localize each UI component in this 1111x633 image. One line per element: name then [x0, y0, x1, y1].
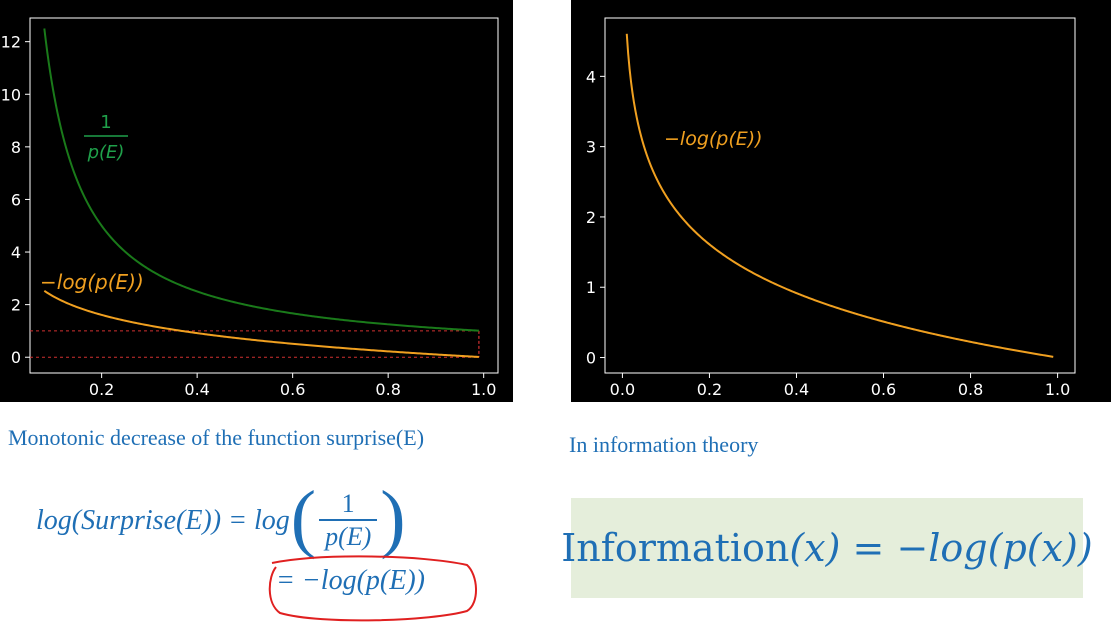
neglog-label-right: −log(p(E)) [664, 128, 763, 150]
left-annotations: 1 p(E) −log(p(E)) [40, 112, 144, 294]
right-xtick-label: 0.4 [784, 380, 809, 399]
reciprocal-numerator: 1 [100, 112, 111, 133]
right-ytick-label: 4 [586, 67, 596, 86]
left-xtick-label: 0.4 [184, 380, 209, 399]
left-xtick-label: 0.8 [375, 380, 400, 399]
right-chart-panel: 0.0 0.2 0.4 0.6 0.8 1.0 0 1 2 3 4 −log(p(E)) [571, 0, 1111, 402]
left-plot-frame [29, 17, 499, 374]
left-paren: ( [290, 476, 317, 560]
right-series-line-0 [625, 33, 1054, 358]
right-ytick-label: 3 [586, 138, 596, 157]
right-chart: 0.0 0.2 0.4 0.6 0.8 1.0 0 1 2 3 4 −log(p(E)) [586, 17, 1076, 399]
left-caption: Monotonic decrease of the function surpr… [8, 425, 425, 450]
left-series-line-0 [43, 28, 479, 332]
right-paren: ) [380, 476, 406, 560]
left-ytick-label: 0 [11, 348, 21, 367]
left-ytick-label: 4 [11, 243, 21, 262]
right-xtick-label: 1.0 [1045, 380, 1070, 399]
right-caption: In information theory [569, 432, 759, 457]
surprise-fraction: 1 p(E) [319, 489, 378, 553]
right-plot-frame [604, 17, 1076, 374]
left-chart: 0.2 0.4 0.6 0.8 1.0 0 2 4 6 8 10 12 1 p(E) −log(p(E… [1, 17, 499, 399]
right-xtick-label: 0.6 [871, 380, 896, 399]
right-ytick-label: 2 [586, 208, 596, 227]
left-xtick-label: 0.2 [89, 380, 114, 399]
left-series-line-1 [43, 289, 479, 358]
left-ytick-label: 6 [11, 190, 21, 209]
left-xtick-label: 1.0 [471, 380, 496, 399]
information-formula-rest: (x) = −log(p(x)) [789, 526, 1093, 570]
information-word: Information [561, 526, 790, 570]
left-ytick-label: 2 [11, 296, 21, 315]
left-ytick-label: 8 [11, 138, 21, 157]
information-definition-box: Information (x) = −log(p(x)) [561, 498, 1093, 598]
left-xtick-label: 0.6 [280, 380, 305, 399]
neglog-label-left: −log(p(E)) [40, 270, 144, 294]
right-xtick-label: 0.0 [610, 380, 635, 399]
red-circle-highlight [268, 555, 477, 622]
right-xtick-label: 0.8 [958, 380, 983, 399]
right-ytick-label: 0 [586, 349, 596, 368]
reciprocal-denominator: p(E) [87, 142, 125, 163]
surprise-formula: log(Surprise(E)) = log ( 1 p(E) ) [36, 476, 407, 560]
left-ytick-label: 10 [1, 85, 21, 104]
right-xtick-label: 0.2 [697, 380, 722, 399]
neglog-formula: = −log(p(E)) [276, 565, 425, 596]
right-ytick-label: 1 [586, 278, 596, 297]
surprise-formula-lhs: log(Surprise(E)) = log [36, 505, 290, 536]
surprise-fraction-denominator: p(E) [319, 519, 378, 553]
surprise-fraction-numerator: 1 [341, 489, 355, 518]
left-ytick-label: 12 [1, 33, 21, 52]
left-chart-panel: 0.2 0.4 0.6 0.8 1.0 0 2 4 6 8 10 12 1 p(E) −log(p(E… [0, 0, 513, 402]
